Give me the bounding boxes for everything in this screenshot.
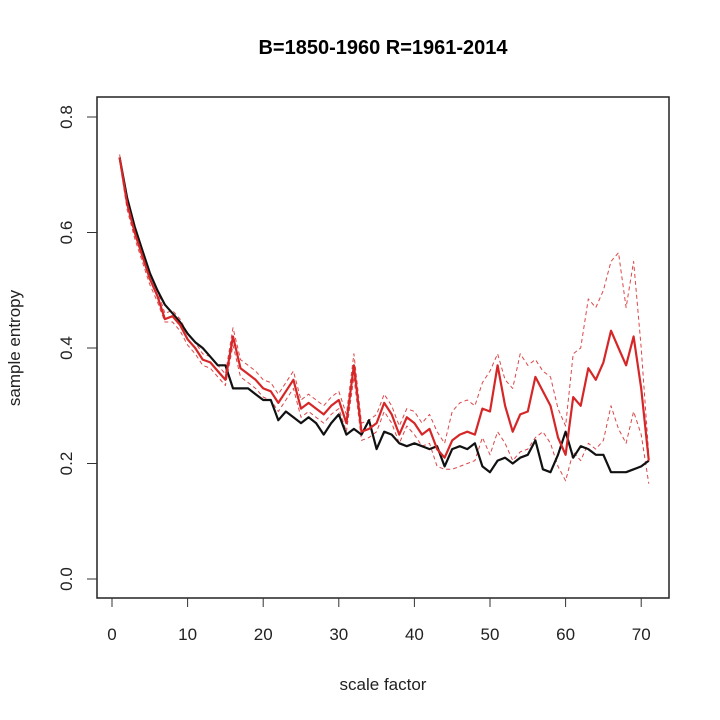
- series-line: [119, 154, 650, 455]
- x-tick-label: 20: [254, 625, 273, 644]
- x-tick-label: 50: [481, 625, 500, 644]
- y-axis: 0.0 0.2 0.4 0.6 0.8: [57, 105, 97, 591]
- x-tick-label: 0: [107, 625, 116, 644]
- x-tick-label: 60: [556, 625, 575, 644]
- plot-area: [118, 154, 650, 484]
- y-tick-label: 0.6: [57, 221, 76, 245]
- x-tick-label: 10: [178, 625, 197, 644]
- x-tick-label: 30: [329, 625, 348, 644]
- x-tick-label: 40: [405, 625, 424, 644]
- x-axis: 0 10 20 30 40 50 60 70: [107, 598, 651, 644]
- series-line: [119, 160, 650, 484]
- chart-title: B=1850-1960 R=1961-2014: [258, 37, 508, 59]
- y-axis-label: sample entropy: [5, 289, 24, 406]
- y-tick-label: 0.8: [57, 105, 76, 129]
- series-line: [118, 157, 650, 474]
- x-axis-label: scale factor: [340, 675, 427, 694]
- y-tick-label: 0.4: [57, 336, 76, 360]
- y-tick-label: 0.2: [57, 452, 76, 476]
- x-tick-label: 70: [632, 625, 651, 644]
- series-line: [118, 157, 650, 461]
- y-tick-label: 0.0: [57, 567, 76, 591]
